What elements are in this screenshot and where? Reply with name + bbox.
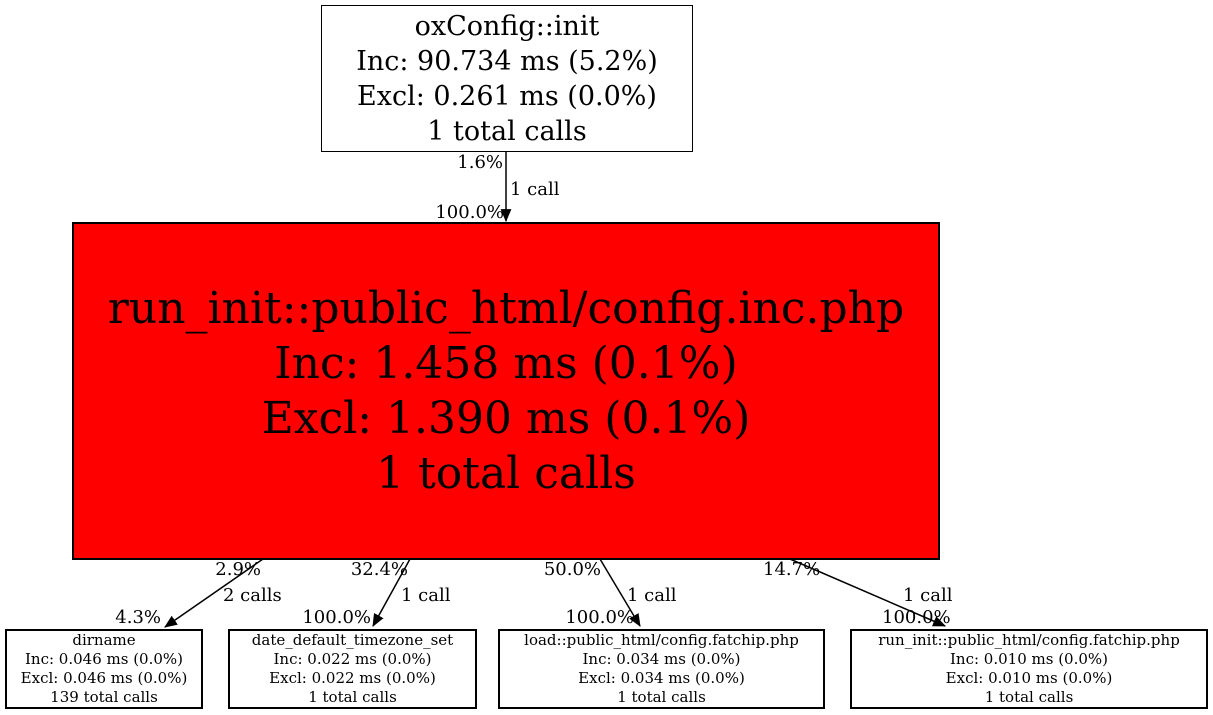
node-total-calls: 1 total calls xyxy=(308,688,397,706)
node-title: load::public_html/config.fatchip.php xyxy=(524,631,799,649)
edge-percent-label: 32.4% xyxy=(350,559,408,580)
edge-calls-label: 1 call xyxy=(627,585,677,606)
edge-line-configinc-to-load-fatchip xyxy=(599,558,641,627)
node-exclusive-time: Excl: 1.390 ms (0.1%) xyxy=(261,393,751,444)
edge-percent-label: 1.6% xyxy=(457,152,503,173)
node-exclusive-time: Excl: 0.010 ms (0.0%) xyxy=(945,669,1113,687)
edge-percent-label: 14.7% xyxy=(763,559,821,580)
node-inclusive-time: Inc: 0.046 ms (0.0%) xyxy=(24,650,184,668)
edge-percent-label: 100.0% xyxy=(565,607,634,628)
node-inclusive-time: Inc: 0.034 ms (0.0%) xyxy=(582,650,741,668)
node-title: oxConfig::init xyxy=(414,10,600,42)
edge-calls-label: 1 call xyxy=(401,585,451,606)
node-runinit-config-inc-php: run_init::public_html/config.inc.php Inc… xyxy=(72,222,940,560)
node-exclusive-time: Excl: 0.034 ms (0.0%) xyxy=(578,669,745,687)
node-exclusive-time: Excl: 0.261 ms (0.0%) xyxy=(357,80,657,112)
node-dirname: dirname Inc: 0.046 ms (0.0%) Excl: 0.046… xyxy=(5,629,203,709)
edge-percent-label: 50.0% xyxy=(543,559,601,580)
edge-percent-label: 4.3% xyxy=(115,607,161,628)
node-total-calls: 1 total calls xyxy=(617,688,706,706)
node-total-calls: 139 total calls xyxy=(50,688,158,706)
node-title: date_default_timezone_set xyxy=(251,631,454,649)
edge-calls-label: 1 call xyxy=(510,179,560,200)
edge-percent-label: 100.0% xyxy=(302,607,371,628)
node-total-calls: 1 total calls xyxy=(376,448,636,499)
node-exclusive-time: Excl: 0.046 ms (0.0%) xyxy=(20,669,188,687)
node-load-config-fatchip-php: load::public_html/config.fatchip.php Inc… xyxy=(498,629,825,709)
node-title: run_init::public_html/config.inc.php xyxy=(107,283,905,334)
edge-percent-label: 100.0% xyxy=(435,202,504,223)
edge-line-configinc-to-timezone xyxy=(372,558,411,627)
node-oxconfig-init: oxConfig::init Inc: 90.734 ms (5.2%) Exc… xyxy=(321,5,693,152)
node-runinit-config-fatchip-php: run_init::public_html/config.fatchip.php… xyxy=(850,629,1208,709)
node-total-calls: 1 total calls xyxy=(427,115,587,147)
edge-percent-label: 2.9% xyxy=(215,559,261,580)
node-exclusive-time: Excl: 0.022 ms (0.0%) xyxy=(269,669,436,687)
edge-calls-label: 1 call xyxy=(903,585,953,606)
node-inclusive-time: Inc: 0.022 ms (0.0%) xyxy=(273,650,432,668)
edge-line-configinc-to-runinit-fatchip xyxy=(789,558,946,627)
edge-line-configinc-to-dirname xyxy=(164,558,264,628)
node-inclusive-time: Inc: 1.458 ms (0.1%) xyxy=(274,338,738,389)
edge-percent-label: 100.0% xyxy=(882,607,951,628)
node-title: dirname xyxy=(72,631,136,649)
edge-calls-label: 2 calls xyxy=(223,585,282,606)
node-inclusive-time: Inc: 90.734 ms (5.2%) xyxy=(356,45,658,77)
node-title: run_init::public_html/config.fatchip.php xyxy=(878,631,1180,649)
node-date-default-timezone-set: date_default_timezone_set Inc: 0.022 ms … xyxy=(228,629,477,709)
node-inclusive-time: Inc: 0.010 ms (0.0%) xyxy=(949,650,1109,668)
node-total-calls: 1 total calls xyxy=(984,688,1074,706)
